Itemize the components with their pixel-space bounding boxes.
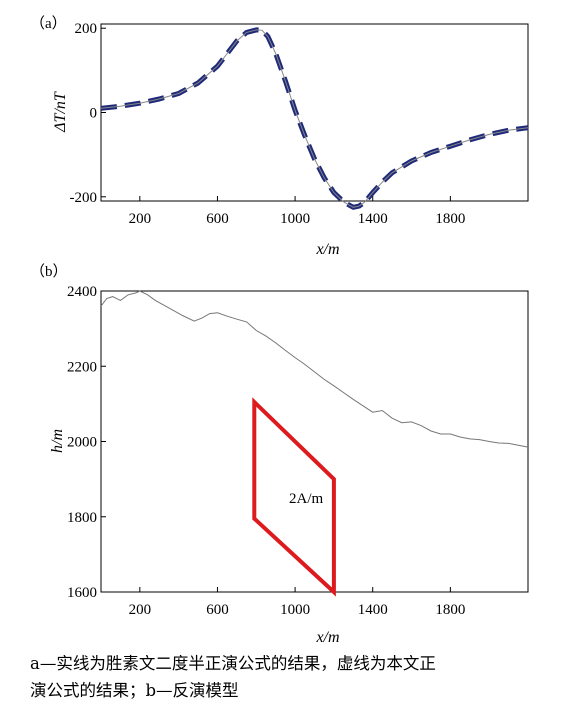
panel-b-x-tick-label: 600 <box>206 602 229 618</box>
dashed-series-line <box>100 27 529 210</box>
caption-line-1: a—实线为胜素文二度半正演公式的结果，虚线为本文正 <box>30 654 436 673</box>
panel-b-label: （b） <box>30 263 68 280</box>
panel-a-x-ticks: 200 600 1000 1400 1800 <box>129 196 465 227</box>
panel-a-x-tick-label: 1000 <box>280 211 310 227</box>
panel-b-x-tick-label: 1000 <box>280 602 310 618</box>
panel-a-y-ticks: 200 0 -200 <box>70 21 106 206</box>
panel-b-plot: （b） 200 600 1000 1400 1800 2400 2200 2000 1800 1… <box>30 263 529 645</box>
magnetic-body-model-outline <box>252 397 336 597</box>
panel-b-y-tick-label: 2400 <box>67 284 97 300</box>
panel-b-y-tick-label: 1800 <box>67 510 97 526</box>
panel-a-plot: （a） 200 600 1000 1400 1800 200 0 -200 ΔT/nT x/… <box>30 15 529 258</box>
solid-series-line <box>100 29 529 208</box>
panel-a-y-tick-label: 0 <box>90 106 98 122</box>
panel-b-y-axis-label: h/m <box>49 429 66 453</box>
panel-a-axes-frame <box>100 23 529 202</box>
panel-a-label: （a） <box>30 15 67 32</box>
panel-a-x-tick-label: 1400 <box>358 211 388 227</box>
model-magnetization-label: 2A/m <box>289 491 324 507</box>
panel-b-y-ticks: 2400 2200 2000 1800 1600 <box>67 284 106 601</box>
panel-a-y-tick-label: -200 <box>70 190 98 206</box>
figure-caption: a—实线为胜素文二度半正演公式的结果，虚线为本文正 演公式的结果；b—反演模型 <box>30 650 560 704</box>
caption-line-2: 演公式的结果；b—反演模型 <box>30 681 239 700</box>
panel-b-x-ticks: 200 600 1000 1400 1800 <box>129 587 465 618</box>
panel-b-y-tick-label: 1600 <box>67 585 97 601</box>
panel-b-series <box>100 290 529 597</box>
panel-a-x-tick-label: 200 <box>129 211 152 227</box>
panel-b-axes-frame <box>100 290 529 593</box>
panel-a-y-tick-label: 200 <box>75 21 98 37</box>
panel-b-x-axis-label: x/m <box>315 629 339 645</box>
panel-a-y-axis-label: ΔT/nT <box>52 91 69 133</box>
figure-canvas: （a） 200 600 1000 1400 1800 2000-200 ΔT/nT x/… <box>30 15 529 645</box>
panel-a-x-tick-label: 1800 <box>435 211 465 227</box>
panel-a-x-tick-label: 600 <box>206 211 229 227</box>
panel-a-x-axis-label: x/m <box>315 241 339 258</box>
panel-b-x-tick-label: 200 <box>129 602 152 618</box>
panel-b-y-tick-label: 2200 <box>67 359 97 375</box>
panel-b-x-tick-label: 1400 <box>358 602 388 618</box>
panel-a-series <box>100 27 529 210</box>
terrain-profile-line <box>100 290 529 448</box>
panel-b-x-tick-label: 1800 <box>435 602 465 618</box>
panel-b-y-tick-label: 2000 <box>67 435 97 451</box>
